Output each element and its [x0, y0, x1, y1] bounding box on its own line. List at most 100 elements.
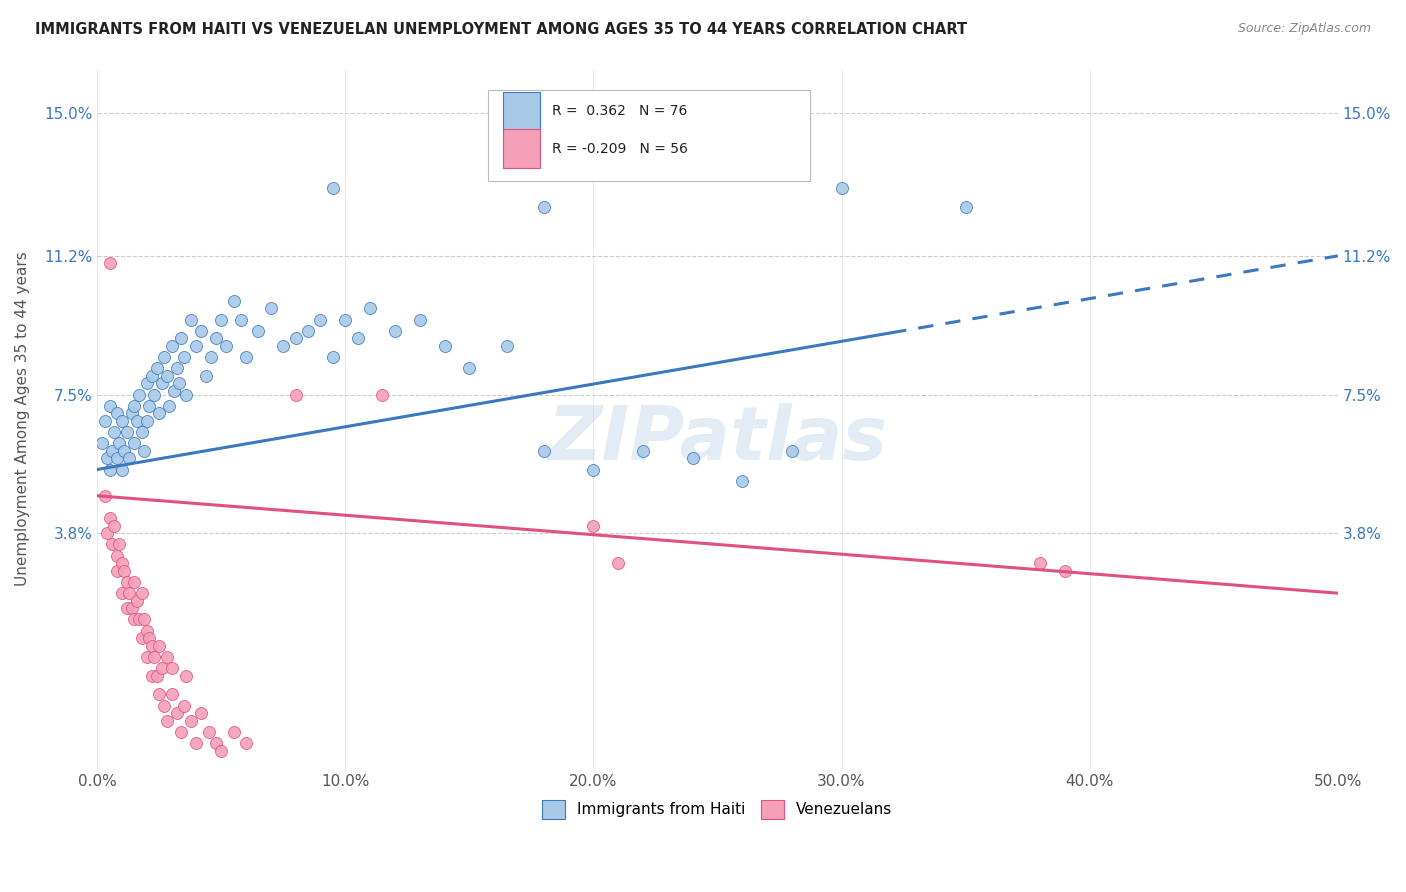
Point: [170, 331, 193, 345]
Point: [1029, 556, 1052, 570]
Point: [121, 601, 143, 615]
Point: [131, 425, 153, 439]
Point: [284, 331, 307, 345]
Point: [682, 451, 704, 466]
Point: [141, 639, 163, 653]
Point: [115, 601, 138, 615]
Point: [125, 593, 148, 607]
Point: [93, 414, 115, 428]
Point: [134, 612, 156, 626]
Point: [118, 451, 141, 466]
Point: [205, 736, 228, 750]
Point: [108, 537, 131, 551]
Point: [163, 384, 186, 398]
Point: [173, 350, 195, 364]
Point: [124, 399, 146, 413]
Point: [197, 724, 219, 739]
Point: [260, 301, 283, 316]
Point: [135, 376, 157, 391]
Point: [96, 526, 118, 541]
Point: [731, 474, 754, 488]
Point: [135, 624, 157, 638]
Point: [458, 361, 481, 376]
Point: [309, 312, 332, 326]
Point: [135, 414, 157, 428]
Point: [160, 339, 183, 353]
Point: [148, 639, 170, 653]
Point: [112, 443, 135, 458]
Point: [155, 649, 177, 664]
Point: [582, 518, 605, 533]
Point: [533, 443, 555, 458]
Text: ZIPatlas: ZIPatlas: [547, 403, 887, 476]
Point: [134, 443, 156, 458]
Point: [195, 368, 218, 383]
Point: [138, 631, 160, 645]
Point: [148, 687, 170, 701]
Point: [297, 324, 319, 338]
Point: [200, 350, 222, 364]
Legend: Immigrants from Haiti, Venezuelans: Immigrants from Haiti, Venezuelans: [536, 794, 898, 825]
Point: [111, 462, 134, 476]
Point: [131, 631, 153, 645]
FancyBboxPatch shape: [488, 89, 810, 181]
Point: [128, 612, 150, 626]
Point: [235, 736, 257, 750]
Point: [148, 406, 170, 420]
Point: [145, 361, 167, 376]
Point: [115, 574, 138, 589]
Point: [335, 312, 357, 326]
Point: [143, 387, 166, 401]
Point: [112, 564, 135, 578]
Point: [322, 181, 344, 195]
Point: [124, 574, 146, 589]
Point: [125, 414, 148, 428]
Point: [229, 312, 252, 326]
Point: [105, 564, 128, 578]
Point: [173, 698, 195, 713]
Point: [150, 661, 173, 675]
Text: R =  0.362   N = 76: R = 0.362 N = 76: [553, 103, 688, 118]
Point: [271, 339, 294, 353]
Point: [384, 324, 406, 338]
Point: [118, 586, 141, 600]
Point: [105, 451, 128, 466]
FancyBboxPatch shape: [503, 92, 540, 130]
Point: [495, 339, 517, 353]
Point: [105, 549, 128, 563]
Point: [98, 256, 121, 270]
Point: [215, 339, 238, 353]
Point: [186, 736, 208, 750]
Point: [235, 350, 257, 364]
Point: [322, 350, 344, 364]
Point: [205, 331, 228, 345]
Point: [780, 443, 803, 458]
Point: [153, 350, 176, 364]
Point: [166, 361, 188, 376]
Point: [128, 387, 150, 401]
Point: [103, 518, 125, 533]
Point: [98, 511, 121, 525]
Point: [155, 714, 177, 728]
Point: [160, 687, 183, 701]
Point: [93, 489, 115, 503]
Point: [98, 462, 121, 476]
Point: [371, 387, 394, 401]
Point: [209, 743, 232, 757]
Point: [180, 312, 202, 326]
Point: [190, 706, 212, 720]
Point: [96, 451, 118, 466]
Point: [98, 399, 121, 413]
Point: [209, 312, 232, 326]
Point: [101, 443, 124, 458]
Point: [1053, 564, 1076, 578]
Point: [170, 724, 193, 739]
Point: [346, 331, 368, 345]
Point: [186, 339, 208, 353]
Point: [167, 376, 190, 391]
Point: [157, 399, 180, 413]
Point: [150, 376, 173, 391]
Point: [222, 293, 245, 308]
Point: [153, 698, 176, 713]
Point: [138, 399, 160, 413]
